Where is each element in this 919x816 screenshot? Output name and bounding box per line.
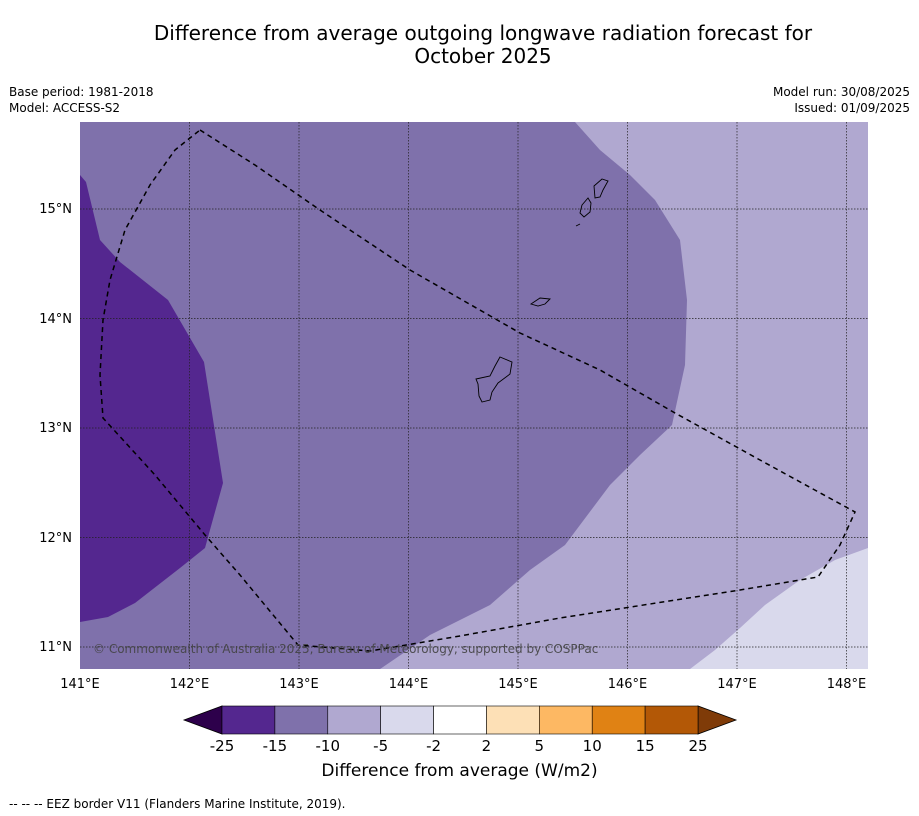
lat-axis: 15°N 14°N 13°N 12°N 11°N [39, 202, 72, 655]
title-line-1: Difference from average outgoing longwav… [153, 21, 813, 45]
lat-label: 13°N [39, 421, 72, 436]
anomaly-region-neg15-to-neg25 [80, 175, 223, 622]
colorbar-swatch [327, 705, 381, 735]
colorbar-tick-label: 10 [583, 737, 602, 755]
base-period: Base period: 1981-2018 [9, 85, 154, 99]
model-run: Model run: 30/08/2025 [772, 85, 910, 99]
saipan-island [593, 178, 609, 199]
map-title: Difference from average outgoing longwav… [0, 22, 919, 68]
colorbar-tick-label: 15 [636, 737, 655, 755]
colorbar-tick-label: 25 [688, 737, 707, 755]
colorbar-swatch [380, 705, 434, 735]
lon-label: 143°E [279, 677, 319, 692]
eez-footnote: -- -- -- EEZ border V11 (Flanders Marine… [9, 797, 346, 811]
lon-label: 141°E [60, 677, 100, 692]
meta-right: Model run: 30/08/2025 Issued: 01/09/2025 [773, 84, 910, 116]
colorbar-extend-high [697, 705, 738, 735]
lat-label: 11°N [39, 640, 72, 655]
lon-axis: 141°E 142°E 143°E 144°E 145°E 146°E 147°… [60, 677, 866, 692]
lat-label: 15°N [39, 202, 72, 217]
lon-label: 148°E [827, 677, 867, 692]
colorbar-swatch [221, 705, 276, 735]
colorbar-swatch [486, 705, 540, 735]
guam-island [475, 356, 513, 403]
colorbar-label-wrap: Difference from average (W/m2) [0, 761, 919, 781]
meta-left: Base period: 1981-2018 Model: ACCESS-S2 [9, 84, 154, 116]
colorbar-swatch [591, 705, 646, 735]
eez-border [99, 129, 856, 652]
colorbar-swatch [539, 705, 593, 735]
lon-label: 145°E [498, 677, 538, 692]
colorbar-tick-label: 5 [535, 737, 545, 755]
graticule [80, 122, 868, 669]
issued-date: Issued: 01/09/2025 [794, 101, 910, 115]
colorbar-tick-label: -25 [210, 737, 235, 755]
aguijan-island [575, 223, 581, 227]
colorbar-tick-label: -2 [426, 737, 441, 755]
map-plot-area: © Commonwealth of Australia 2025, Bureau… [80, 122, 868, 669]
lon-label: 144°E [389, 677, 429, 692]
title-line-2: October 2025 [414, 44, 552, 68]
anomaly-region-neg2-to-neg5 [690, 548, 868, 669]
colorbar-tick-label: -15 [263, 737, 288, 755]
colorbar-tick-label: 2 [482, 737, 492, 755]
lon-label: 142°E [170, 677, 210, 692]
colorbar-swatch [274, 705, 329, 735]
tinian-island [579, 197, 592, 218]
colorbar-tick-label: -5 [373, 737, 388, 755]
colorbar-swatch [433, 705, 487, 735]
colorbar-swatch [644, 705, 699, 735]
colorbar-extend-low [182, 705, 223, 735]
lon-label: 146°E [608, 677, 648, 692]
rota-island [529, 297, 551, 307]
anomaly-region-neg10-to-neg15 [80, 122, 687, 669]
model-name: Model: ACCESS-S2 [9, 101, 121, 115]
colorbar: -25 -15 -10 -5 -2 2 5 10 15 25 [182, 705, 738, 755]
copyright-text: © Commonwealth of Australia 2025, Bureau… [93, 642, 598, 656]
colorbar-tick-label: -10 [316, 737, 341, 755]
islands [475, 178, 609, 403]
lat-label: 12°N [39, 531, 72, 546]
lon-label: 147°E [717, 677, 757, 692]
colorbar-label: Difference from average (W/m2) [321, 761, 598, 781]
lat-label: 14°N [39, 312, 72, 327]
